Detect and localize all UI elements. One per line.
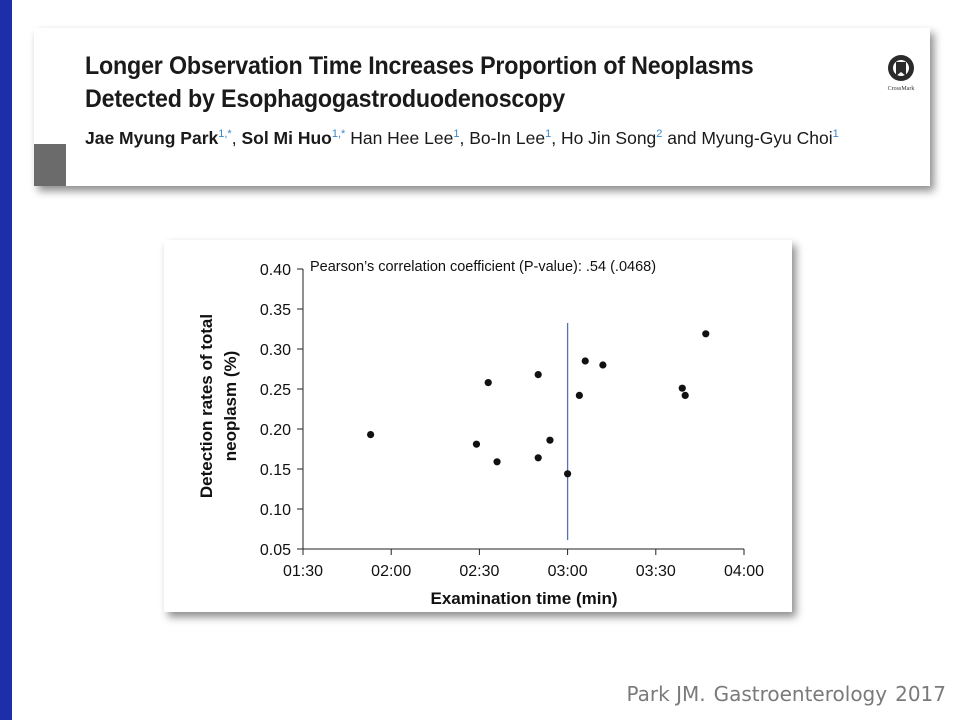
- data-point: [367, 431, 375, 439]
- chart-card: 0.05 0.10 0.15 0.20 0.25 0.30 0.35 0.40 01:30 02:…: [164, 240, 792, 612]
- paper-header-card: Longer Observation Time Increases Propor…: [34, 28, 930, 186]
- data-point: [534, 371, 542, 379]
- author-name: Sol Mi Huo: [241, 128, 332, 148]
- x-tick-label: 03:30: [636, 563, 676, 580]
- grey-accent-block: [34, 144, 66, 186]
- author-name: Bo-In Lee: [469, 128, 546, 148]
- y-tick-label: 0.20: [260, 422, 291, 439]
- paper-title-line-1: Longer Observation Time Increases Propor…: [85, 52, 754, 80]
- citation: Park JM. Gastroenterology 2017: [626, 682, 946, 706]
- data-point: [484, 379, 492, 387]
- y-tick-label: 0.05: [260, 542, 291, 559]
- author-affiliation[interactable]: 1: [453, 128, 460, 141]
- data-point: [678, 384, 686, 392]
- author-affiliation[interactable]: 2: [656, 128, 663, 141]
- y-tick-label: 0.30: [260, 342, 291, 359]
- left-accent-bar: [0, 0, 12, 720]
- data-point: [702, 330, 710, 338]
- y-axis-label-line-1: Detection rates of total: [197, 314, 216, 498]
- data-point: [472, 440, 481, 448]
- crossmark-label: CrossMark: [887, 86, 915, 92]
- author-name: Myung-Gyu Choi: [701, 128, 833, 148]
- x-axis-label: Examination time (min): [430, 589, 617, 608]
- paper-title-line-2: Detected by Esophagogastroduodenoscopy: [85, 85, 565, 113]
- x-tick-label: 02:30: [459, 563, 499, 580]
- author-affiliation[interactable]: 1,*: [218, 128, 232, 141]
- citation-journal: Gastroenterology: [713, 682, 888, 706]
- scatter-chart: 0.05 0.10 0.15 0.20 0.25 0.30 0.35 0.40 01:30 02:…: [197, 259, 764, 608]
- y-tick-label: 0.10: [260, 502, 291, 519]
- author-name: Han Hee Lee: [350, 128, 454, 148]
- author-name: Ho Jin Song: [560, 128, 657, 148]
- author-affiliation[interactable]: 1: [545, 128, 552, 141]
- author-name: Jae Myung Park: [85, 128, 219, 148]
- paper-title: Longer Observation Time Increases Propor…: [85, 50, 792, 116]
- data-point: [493, 458, 501, 466]
- data-point: [534, 454, 542, 462]
- data-point: [546, 436, 554, 444]
- author-affiliation[interactable]: 1: [832, 128, 839, 141]
- x-tick-label: 02:00: [371, 563, 411, 580]
- data-point: [681, 391, 689, 399]
- x-tick-label: 01:30: [283, 563, 323, 580]
- y-tick-label: 0.40: [260, 262, 291, 279]
- correlation-annotation: Pearson’s correlation coefficient (P-val…: [310, 259, 656, 275]
- y-tick-label: 0.15: [260, 462, 291, 479]
- data-point: [564, 470, 572, 478]
- citation-author: Park JM.: [626, 682, 706, 706]
- author-affiliation[interactable]: 1,*: [331, 128, 346, 141]
- y-tick-label: 0.35: [260, 302, 291, 319]
- x-tick-label: 03:00: [548, 563, 588, 580]
- data-point: [599, 361, 607, 369]
- citation-year: 2017: [895, 682, 946, 706]
- data-point: [575, 391, 583, 399]
- crossmark-icon[interactable]: CrossMark: [877, 50, 925, 102]
- y-axis-label-line-2: neoplasm (%): [221, 351, 240, 462]
- author-list: Jae Myung Park1,*, Sol Mi Huo1,* Han Hee…: [85, 128, 839, 148]
- y-tick-label: 0.25: [260, 382, 291, 399]
- data-point: [581, 357, 589, 365]
- x-tick-label: 04:00: [724, 563, 764, 580]
